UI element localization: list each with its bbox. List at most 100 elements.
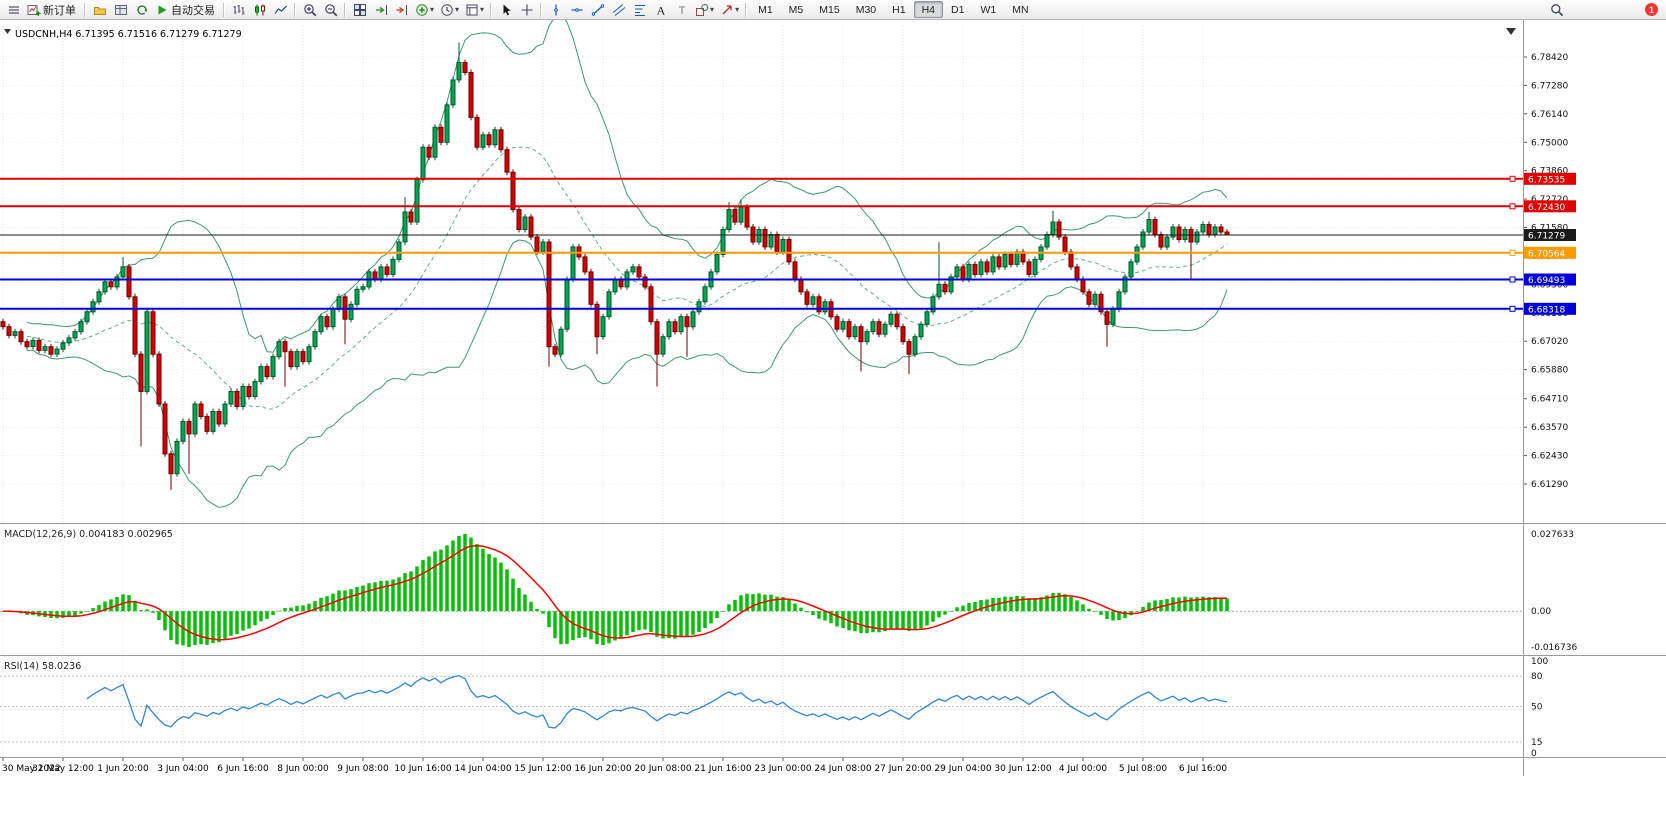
svg-text:6.68318: 6.68318 (1528, 305, 1565, 315)
chart-shift-button[interactable] (391, 1, 412, 18)
svg-text:100: 100 (1531, 657, 1548, 667)
hline-icon (571, 7, 583, 12)
svg-text:1 Jun 20:00: 1 Jun 20:00 (97, 764, 149, 774)
horizontal-line-button[interactable] (566, 1, 587, 18)
trendline-icon (591, 3, 604, 16)
search-button[interactable] (1546, 1, 1567, 18)
timeframe-h1-button-label: H1 (892, 3, 906, 16)
svg-text:-0.016736: -0.016736 (1531, 643, 1577, 653)
notifications-badge[interactable]: 1 (1645, 3, 1658, 16)
scroll-to-end-marker[interactable] (1506, 28, 1516, 35)
toolbar-separator (344, 2, 346, 17)
svg-text:31 May 12:00: 31 May 12:00 (32, 764, 94, 774)
svg-text:8 Jun 00:00: 8 Jun 00:00 (277, 764, 329, 774)
refresh-icon (136, 4, 147, 15)
svg-text:6.61290: 6.61290 (1531, 480, 1568, 490)
svg-text:6.63570: 6.63570 (1531, 423, 1568, 433)
shapes-icon (696, 3, 709, 16)
timeframe-m5-button[interactable]: M5 (781, 1, 812, 18)
svg-text:9 Jun 08:00: 9 Jun 08:00 (337, 764, 389, 774)
periods-button[interactable]: ▾ (437, 1, 462, 18)
svg-text:24 Jun 08:00: 24 Jun 08:00 (814, 764, 871, 774)
bar-chart-button[interactable] (228, 1, 249, 18)
cursor-icon (503, 4, 511, 15)
bars-icon (233, 4, 244, 15)
timeframe-d1-button[interactable]: D1 (943, 1, 972, 18)
chart-title-overlay: USDCNH,H4 6.71395 6.71516 6.71279 6.7127… (4, 28, 1516, 40)
market-watch-button[interactable] (110, 1, 131, 18)
candles-icon (254, 4, 265, 15)
shapes-button[interactable]: ▾ (692, 1, 717, 18)
timeframe-d1-button-label: D1 (951, 3, 965, 16)
text-button[interactable]: A (650, 1, 671, 18)
pane-separators[interactable] (0, 20, 1666, 776)
indicators-button[interactable]: ▾ (412, 1, 437, 18)
arrow-icon (722, 4, 732, 14)
toolbar-separator (745, 2, 748, 17)
dropdown-caret-icon: ▾ (735, 4, 740, 14)
equidistant-channel-button[interactable] (608, 1, 629, 18)
timeframe-m30-button[interactable]: M30 (848, 1, 884, 18)
svg-text:16 Jun 20:00: 16 Jun 20:00 (574, 764, 631, 774)
indicators-icon (416, 3, 428, 16)
svg-text:6.73860: 6.73860 (1531, 167, 1568, 177)
svg-text:0.027633: 0.027633 (1531, 530, 1574, 540)
svg-text:6 Jul 16:00: 6 Jul 16:00 (1179, 764, 1228, 774)
timeframe-mn-button[interactable]: MN (1004, 1, 1036, 18)
svg-text:21 Jun 16:00: 21 Jun 16:00 (694, 764, 751, 774)
new-order-button[interactable]: 新订单 (24, 1, 81, 18)
fibonacci-button[interactable] (629, 1, 650, 18)
auto-scroll-button[interactable] (370, 1, 391, 18)
svg-text:6.67020: 6.67020 (1531, 337, 1568, 347)
timeframe-m1-button-label: M1 (758, 3, 773, 16)
channel-icon (612, 3, 625, 16)
price-axis[interactable]: 6.78420 6.77280 6.76140 6.75000 6.73860 6.727… (1523, 20, 1666, 824)
line-chart-button[interactable] (270, 1, 291, 18)
shift-icon (396, 4, 407, 15)
svg-text:6.64710: 6.64710 (1531, 395, 1568, 405)
main-toolbar: 新订单 自动交易 ▾ ▾ ▾ A T ▾ ▾ M1 M5 M15 M30 H1 H4 D1 W1 MN 1 (0, 0, 1666, 20)
candles-layer (0, 42, 1230, 490)
chart-window[interactable]: 6.78420 6.77280 6.76140 6.75000 6.73860 6.727… (0, 20, 1666, 824)
profiles-button[interactable] (89, 1, 110, 18)
timeframe-w1-button[interactable]: W1 (972, 1, 1004, 18)
timeframe-m15-button-label: M15 (819, 3, 840, 16)
autotrading-button[interactable]: 自动交易 (152, 1, 220, 18)
one-click-trading-arrow[interactable] (4, 29, 11, 34)
label-button[interactable]: T (671, 1, 692, 18)
macd-histogram (1, 534, 1229, 647)
svg-text:MACD(12,26,9) 0.004183 0.00296: MACD(12,26,9) 0.004183 0.002965 (4, 529, 173, 540)
svg-text:6.70564: 6.70564 (1528, 249, 1565, 259)
svg-text:15: 15 (1531, 738, 1542, 748)
timeframe-w1-button-label: W1 (980, 3, 997, 16)
templates-button[interactable]: ▾ (462, 1, 487, 18)
rsi-pane[interactable]: RSI(14) 58.0236 100 80 50 150 (0, 657, 1548, 759)
timeframe-m15-button[interactable]: M15 (811, 1, 847, 18)
trendline-button[interactable] (587, 1, 608, 18)
fibo-icon (634, 4, 645, 16)
svg-text:6.71580: 6.71580 (1531, 224, 1568, 234)
crosshair-button[interactable] (516, 1, 537, 18)
label-icon: T (678, 5, 685, 17)
candlestick-chart-button[interactable] (249, 1, 270, 18)
refresh-button[interactable] (131, 1, 152, 18)
svg-text:6.77280: 6.77280 (1531, 81, 1568, 91)
cursor-button[interactable] (495, 1, 516, 18)
zoom-out-button[interactable] (320, 1, 341, 18)
svg-text:3 Jun 04:00: 3 Jun 04:00 (157, 764, 209, 774)
vertical-line-button[interactable] (545, 1, 566, 18)
timeframe-h4-button[interactable]: H4 (913, 1, 944, 18)
svg-text:50: 50 (1531, 703, 1543, 713)
macd-signal-line (2, 544, 1227, 641)
arrows-button[interactable]: ▾ (717, 1, 742, 18)
window-menu-button[interactable] (3, 1, 24, 18)
tile-windows-button[interactable] (349, 1, 370, 18)
svg-text:6.62430: 6.62430 (1531, 452, 1568, 462)
timeframe-mn-button-label: MN (1012, 3, 1029, 16)
timeframe-h1-button[interactable]: H1 (884, 1, 913, 18)
macd-pane[interactable]: MACD(12,26,9) 0.004183 0.002965 0.027633 0… (0, 529, 1577, 653)
chart-grid (0, 26, 1523, 758)
zoom-in-button[interactable] (299, 1, 320, 18)
timeframe-m1-button[interactable]: M1 (750, 1, 781, 18)
